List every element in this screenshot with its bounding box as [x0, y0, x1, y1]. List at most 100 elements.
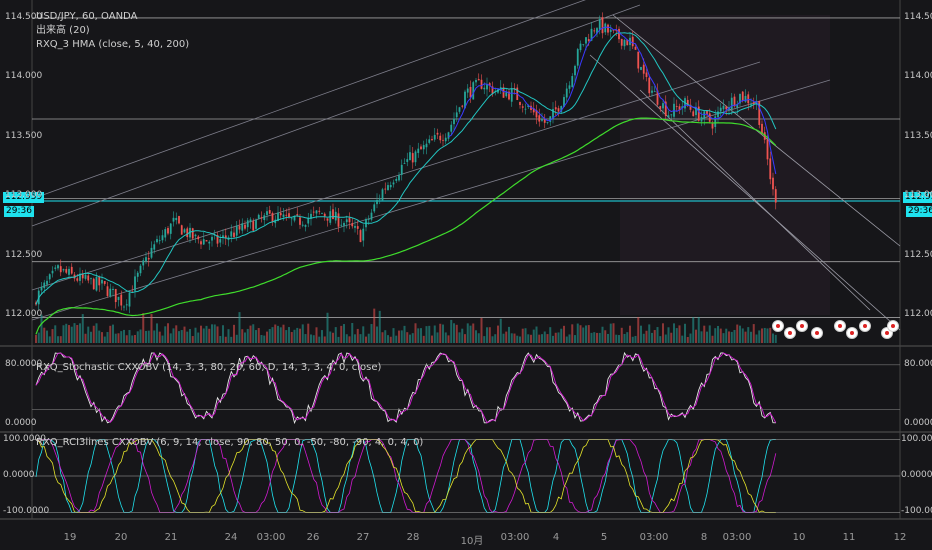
candle-body — [631, 36, 634, 47]
volume-bar — [422, 335, 425, 343]
volume-bar — [708, 325, 711, 343]
volume-bar — [681, 335, 684, 343]
event-flag-icon[interactable] — [772, 320, 784, 332]
volume-bar — [425, 326, 428, 343]
candle-body — [150, 247, 153, 258]
volume-bar — [662, 323, 664, 343]
event-flag-icon[interactable] — [811, 327, 823, 339]
candle-body — [543, 119, 546, 123]
candle-body — [134, 276, 136, 291]
candle-body — [293, 215, 296, 221]
candle-body — [725, 106, 728, 110]
candle-body — [348, 217, 351, 223]
volume-bar — [477, 333, 480, 343]
candle-body — [521, 106, 524, 108]
candle-body — [549, 116, 552, 122]
volume-bar — [340, 325, 343, 343]
candle-body — [601, 17, 604, 34]
candle-body — [560, 106, 563, 112]
volume-bar — [653, 330, 656, 343]
price-tick-label: 114.500 — [904, 11, 932, 22]
event-flag-icon[interactable] — [887, 320, 899, 332]
volume-bar — [505, 331, 508, 343]
volume-bar — [337, 336, 340, 343]
volume-bar — [222, 325, 224, 343]
candle-body — [299, 217, 301, 225]
time-tick-label: 4 — [552, 532, 560, 543]
volume-bar — [752, 324, 755, 343]
candle-body — [411, 153, 414, 163]
candle-body — [227, 237, 230, 241]
volume-bar — [623, 333, 626, 343]
volume-bar — [334, 327, 337, 343]
volume-bar — [290, 332, 293, 343]
candle-body — [178, 216, 180, 224]
price-tick-label: 112.500 — [904, 249, 932, 260]
candle-body — [112, 288, 114, 290]
volume-bar — [497, 325, 499, 343]
volume-bar — [532, 329, 535, 343]
candle-body — [714, 116, 717, 127]
candle-body — [488, 83, 491, 86]
volume-bar — [502, 333, 505, 343]
volume-bar — [76, 325, 79, 343]
candle-body — [497, 89, 499, 93]
event-flag-icon[interactable] — [796, 320, 808, 332]
volume-bar — [235, 334, 238, 343]
volume-bar — [689, 333, 692, 343]
volume-bar — [692, 317, 695, 343]
candle-body — [637, 51, 640, 69]
volume-bar — [345, 334, 348, 343]
volume-bar — [117, 333, 120, 343]
event-flag-icon[interactable] — [834, 320, 846, 332]
candle-body — [128, 292, 131, 307]
volume-bar — [81, 314, 84, 343]
candle-body — [200, 241, 202, 245]
candle-body — [664, 101, 667, 116]
candle-body — [634, 46, 637, 50]
candle-body — [458, 107, 461, 112]
volume-bar — [387, 335, 389, 343]
price-tag-left: 112.959 — [3, 192, 45, 203]
candle-body — [87, 275, 90, 281]
candle-body — [648, 77, 651, 94]
volume-bar — [359, 334, 362, 343]
candle-body — [230, 231, 233, 237]
time-tick-label: 26 — [306, 532, 320, 543]
candle-body — [758, 100, 761, 125]
candle-body — [590, 28, 593, 41]
price-tick-label: 112.000 — [904, 309, 932, 320]
volume-bar — [172, 328, 175, 343]
event-flag-icon[interactable] — [859, 320, 871, 332]
rci-tick-label: 0.0000 — [3, 470, 35, 480]
candle-body — [615, 29, 618, 31]
candle-body — [717, 111, 719, 118]
volume-bar — [439, 323, 442, 343]
volume-bar — [612, 323, 615, 343]
candle-body — [244, 224, 246, 229]
volume-bar — [145, 330, 147, 343]
volume-bar — [51, 329, 54, 343]
candle-body — [477, 79, 480, 81]
time-tick-label: 12 — [893, 532, 907, 543]
stoch-tick-label: 80.0000 — [904, 358, 932, 369]
volume-bar — [315, 327, 318, 343]
candle-body — [568, 85, 571, 89]
candle-body — [444, 137, 447, 142]
candle-body — [70, 266, 73, 274]
candle-body — [238, 225, 241, 230]
volume-bar — [466, 323, 469, 343]
volume-bar — [453, 323, 455, 343]
candle-body — [249, 219, 252, 223]
candle-body — [191, 228, 194, 239]
volume-bar — [70, 326, 73, 343]
candle-body — [376, 200, 378, 205]
candle-body — [301, 224, 304, 226]
candle-body — [46, 280, 48, 285]
volume-bar — [98, 330, 101, 343]
candle-body — [367, 219, 370, 220]
candle-body — [761, 123, 763, 135]
event-flag-icon[interactable] — [784, 327, 796, 339]
event-flag-icon[interactable] — [846, 327, 858, 339]
